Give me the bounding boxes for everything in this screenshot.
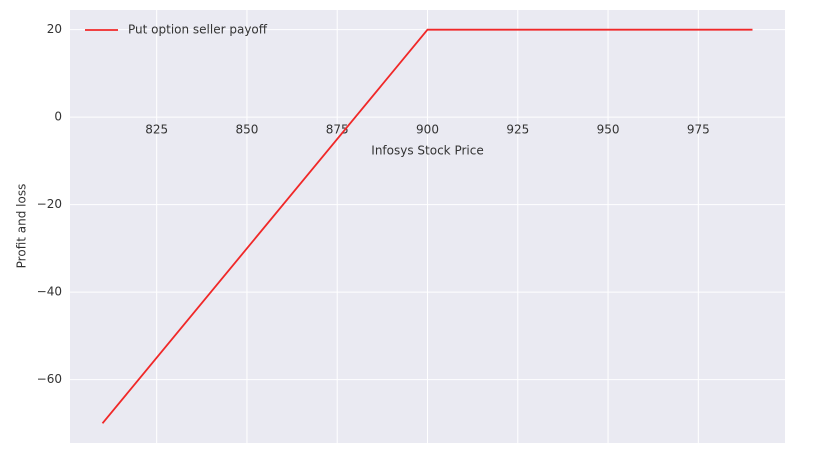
x-tick-label: 900 xyxy=(416,123,439,137)
y-tick-label: −60 xyxy=(37,372,62,386)
x-tick-label: 975 xyxy=(687,123,710,137)
y-tick-label: 20 xyxy=(47,22,62,36)
x-axis-label: Infosys Stock Price xyxy=(371,144,483,158)
y-tick-label: −20 xyxy=(37,197,62,211)
y-tick-label: −40 xyxy=(37,285,62,299)
x-tick-label: 850 xyxy=(235,123,258,137)
series-line xyxy=(101,28,753,424)
x-tick-label: 925 xyxy=(506,123,529,137)
y-tick-label: 0 xyxy=(54,110,62,124)
legend-label: Put option seller payoff xyxy=(128,23,268,37)
y-axis-label: Profit and loss xyxy=(15,184,29,269)
x-tick-label: 950 xyxy=(597,123,620,137)
x-tick-label: 825 xyxy=(145,123,168,137)
